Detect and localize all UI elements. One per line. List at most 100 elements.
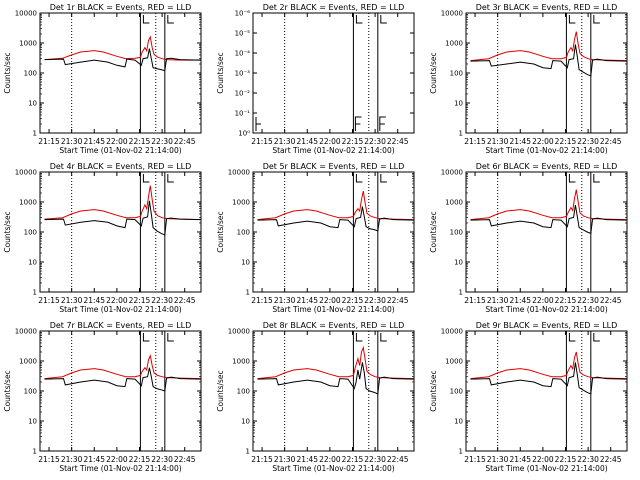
y-tick-label: 1 [459, 289, 463, 297]
x-tick-label: 22:30 [577, 137, 599, 146]
y-tick-label: 1000 [445, 358, 463, 366]
x-axis-label: Start Time (01-Nov-02 21:14:00) [272, 464, 394, 473]
x-tick-label: 22:30 [151, 137, 173, 146]
x-axis-label: Start Time (01-Nov-02 21:14:00) [485, 464, 607, 473]
x-axis-label: Start Time (01-Nov-02 21:14:00) [59, 464, 181, 473]
panel-title: Det 4r BLACK = Events, RED = LLD [50, 162, 192, 171]
flag-marker [593, 15, 600, 24]
y-axis-label: Counts/sec [216, 370, 225, 411]
y-tick-label: 100 [237, 229, 250, 237]
x-tick-label: 21:15 [251, 455, 273, 464]
x-tick-label: 22:15 [129, 137, 151, 146]
x-tick-label: 21:15 [251, 137, 273, 146]
x-tick-label: 22:30 [364, 137, 386, 146]
x-tick-label: 21:45 [509, 455, 531, 464]
y-tick-label: 10 [454, 100, 463, 108]
y-tick-label: 10 [28, 259, 37, 267]
y-axis-label: Counts/sec [429, 370, 438, 411]
flag-marker [354, 116, 362, 131]
x-tick-label: 22:45 [600, 296, 622, 305]
y-tick-label: 10000 [441, 328, 463, 336]
flag-marker [568, 333, 576, 342]
x-tick-label: 21:45 [83, 137, 105, 146]
x-tick-label: 22:15 [555, 455, 577, 464]
events-series-line [257, 362, 415, 395]
y-tick-label: 10⁻² [235, 90, 251, 98]
y-tick-label: 1000 [19, 40, 37, 48]
x-tick-label: 21:15 [38, 137, 60, 146]
x-tick-label: 22:15 [342, 137, 364, 146]
panel-title: Det 2r BLACK = Events, RED = LLD [263, 3, 405, 12]
x-tick-label: 21:30 [487, 296, 509, 305]
y-tick-label: 10 [454, 259, 463, 267]
y-tick-label: 10 [454, 418, 463, 426]
x-tick-label: 22:15 [129, 455, 151, 464]
y-tick-label: 10 [241, 259, 250, 267]
flag-marker [355, 333, 363, 342]
y-tick-label: 1 [246, 289, 250, 297]
x-tick-label: 22:00 [319, 137, 341, 146]
y-tick-label: 1 [33, 130, 37, 138]
y-tick-label: 10000 [441, 169, 463, 177]
plot-frame [465, 12, 628, 134]
y-tick-label: 1000 [232, 358, 250, 366]
x-tick-label: 22:30 [364, 455, 386, 464]
x-tick-label: 22:45 [387, 137, 409, 146]
lld-series-line [44, 354, 202, 380]
x-tick-label: 22:00 [532, 455, 554, 464]
x-tick-label: 21:30 [61, 455, 83, 464]
y-tick-label: 100 [237, 388, 250, 396]
lld-series-line [44, 35, 201, 61]
y-axis-label: Counts/sec [3, 52, 12, 93]
x-tick-label: 21:30 [61, 137, 83, 146]
x-axis-label: Start Time (01-Nov-02 21:14:00) [485, 146, 607, 155]
x-tick-label: 21:45 [509, 296, 531, 305]
y-tick-label: 1 [246, 448, 250, 456]
x-tick-label: 21:45 [509, 137, 531, 146]
x-tick-label: 22:30 [151, 455, 173, 464]
x-tick-label: 21:15 [38, 455, 60, 464]
flag-marker [142, 15, 150, 24]
x-tick-label: 22:15 [342, 455, 364, 464]
x-tick-label: 22:30 [577, 296, 599, 305]
lld-series-line [257, 190, 415, 221]
y-tick-label: 1000 [445, 199, 463, 207]
y-tick-label: 10000 [15, 328, 37, 336]
y-tick-label: 100 [24, 229, 37, 237]
flag-marker [355, 174, 363, 183]
y-tick-label: 10000 [15, 169, 37, 177]
x-axis-label: Start Time (01-Nov-02 21:14:00) [272, 305, 394, 314]
lld-series-line [470, 351, 628, 380]
x-tick-label: 22:15 [555, 137, 577, 146]
y-tick-label: 1000 [19, 358, 37, 366]
x-axis-label: Start Time (01-Nov-02 21:14:00) [59, 146, 181, 155]
flag-marker [593, 333, 600, 342]
x-tick-label: 21:30 [274, 296, 296, 305]
x-tick-label: 22:15 [342, 296, 364, 305]
lld-series-line [470, 31, 628, 62]
flag-marker [568, 174, 576, 183]
x-tick-label: 21:30 [274, 455, 296, 464]
y-tick-label: 10000 [15, 10, 37, 18]
events-series-line [257, 206, 415, 232]
flag-marker [167, 174, 174, 183]
plot-frame [39, 171, 202, 293]
y-tick-label: 10⁻³ [235, 70, 251, 78]
x-tick-label: 22:30 [364, 296, 386, 305]
y-tick-label: 10⁻⁵ [235, 30, 251, 38]
events-series-line [44, 200, 202, 236]
plot-frame [252, 330, 415, 452]
y-tick-label: 1 [33, 289, 37, 297]
y-tick-label: 10000 [441, 10, 463, 18]
flag-marker [142, 333, 150, 342]
x-tick-label: 21:30 [61, 296, 83, 305]
panel-title: Det 1r BLACK = Events, RED = LLD [50, 3, 192, 12]
x-tick-label: 22:00 [319, 296, 341, 305]
y-tick-label: 1000 [232, 199, 250, 207]
x-tick-label: 21:45 [296, 455, 318, 464]
y-tick-label: 10⁻⁴ [235, 50, 251, 58]
lld-series-line [44, 185, 202, 221]
